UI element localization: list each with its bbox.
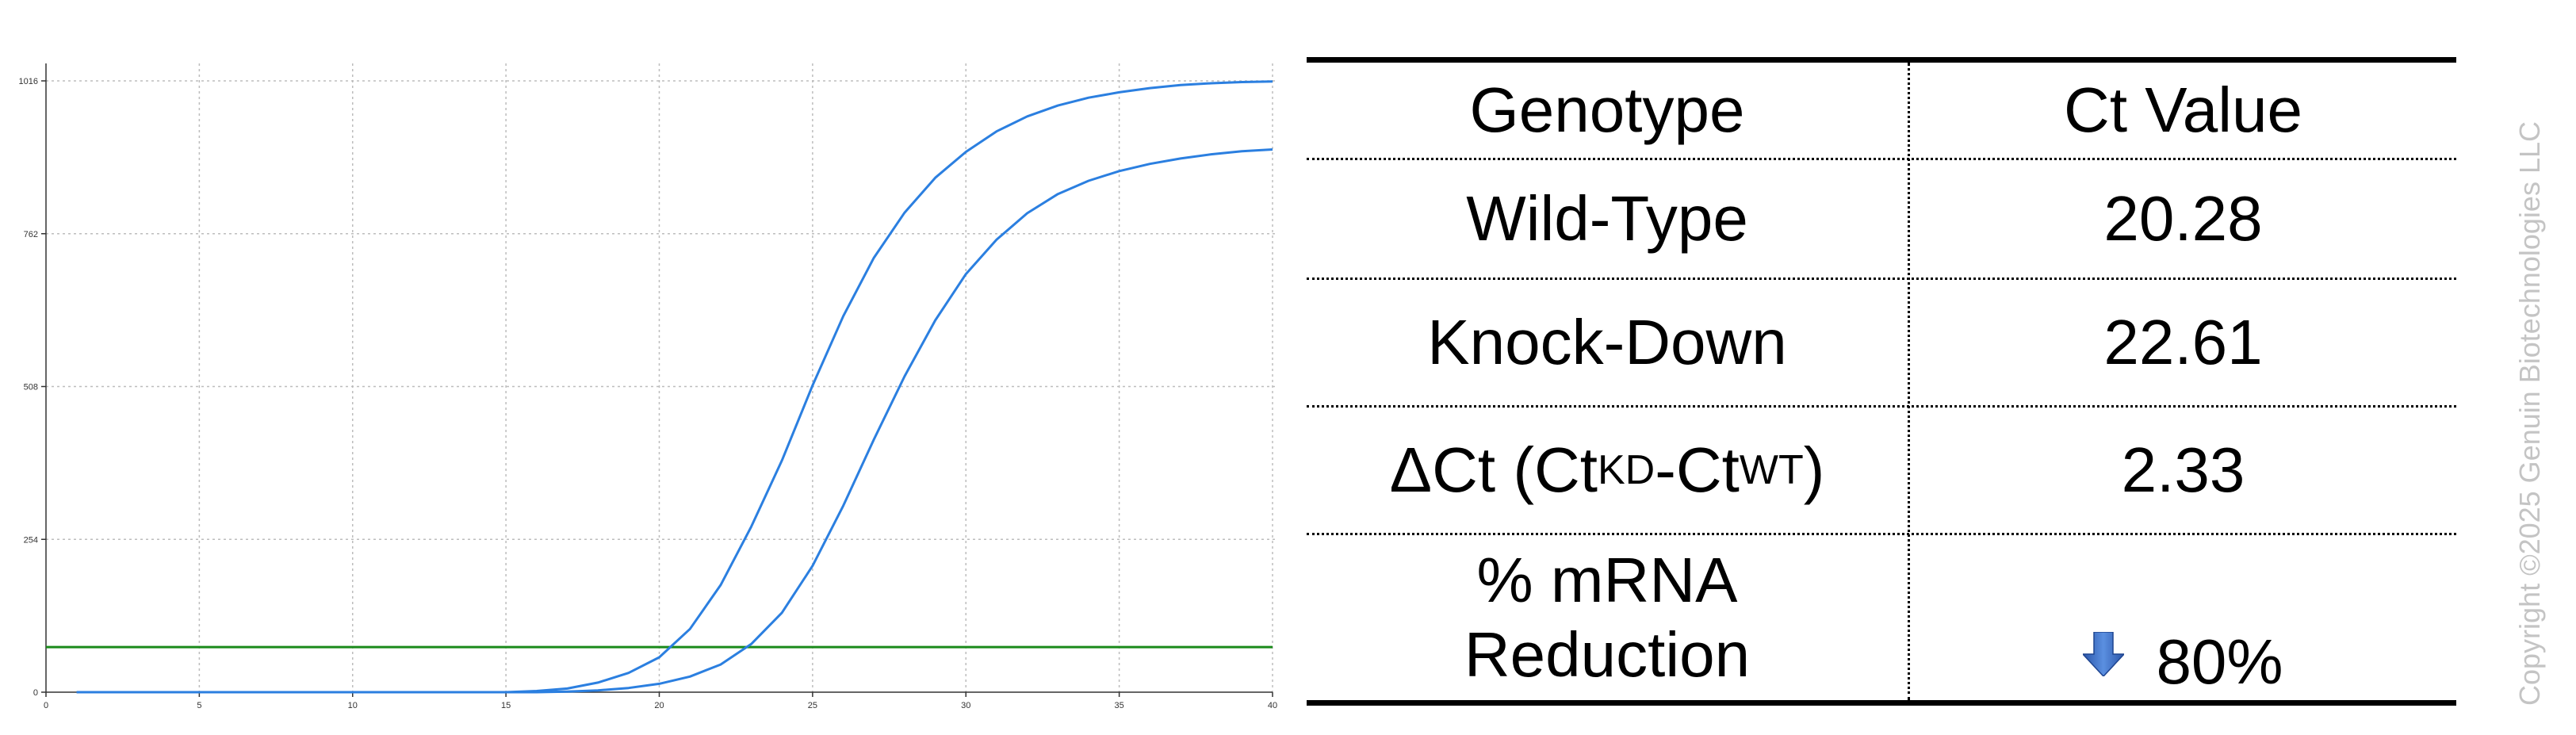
delta-ct-text: ΔCt (Ct bbox=[1389, 434, 1598, 505]
table-row-mrna-reduction: % mRNA Reduction 80% bbox=[1307, 535, 2456, 700]
row-value-knock-down: 22.61 bbox=[2103, 307, 2263, 377]
table-header-row: Genotype Ct Value bbox=[1307, 63, 2456, 160]
mrna-reduction-value: 80% bbox=[2156, 626, 2283, 697]
row-label-delta-ct: ΔCt (Ct KD -Ct WT) bbox=[1307, 408, 1908, 533]
row-value-mrna-reduction: 80% bbox=[1910, 535, 2456, 700]
mrna-reduction-line-2: Reduction bbox=[1464, 619, 1751, 690]
x-tick-label: 15 bbox=[501, 701, 511, 710]
delta-ct-sub-kd: KD bbox=[1597, 447, 1655, 493]
x-tick-label: 30 bbox=[961, 701, 970, 710]
row-label-wild-type: Wild-Type bbox=[1466, 183, 1748, 254]
x-tick-label: 0 bbox=[44, 701, 48, 710]
row-value-delta-ct: 2.33 bbox=[2121, 434, 2245, 505]
y-tick-label: 1016 bbox=[19, 77, 38, 86]
table-row-knock-down: Knock-Down 22.61 bbox=[1307, 280, 2456, 408]
row-value-wild-type: 20.28 bbox=[2103, 183, 2263, 254]
amplification-curve-2 bbox=[76, 148, 1273, 694]
delta-ct-text-end: ) bbox=[1803, 434, 1825, 505]
x-tick-label: 35 bbox=[1115, 701, 1124, 710]
x-tick-label: 25 bbox=[808, 701, 817, 710]
x-tick-label: 40 bbox=[1268, 701, 1277, 710]
table-top-rule bbox=[1307, 57, 2456, 63]
row-label-mrna-reduction: % mRNA Reduction bbox=[1307, 535, 1908, 700]
ticks-layer: 0 5 10 15 20 25 30 35 40 0 254 508 762 1016 bbox=[19, 77, 1278, 710]
copyright-text: Copyright ©2025 Genuin Biotechnologies L… bbox=[2513, 121, 2546, 706]
y-tick-label: 508 bbox=[24, 383, 38, 392]
table-row-wild-type: Wild-Type 20.28 bbox=[1307, 160, 2456, 280]
mrna-reduction-line-1: % mRNA bbox=[1476, 544, 1738, 615]
amplification-chart: 0 5 10 15 20 25 30 35 40 0 254 508 762 1016 bbox=[19, 63, 1278, 710]
y-tick-label: 0 bbox=[33, 688, 38, 698]
grid-layer bbox=[46, 63, 1278, 692]
x-tick-label: 5 bbox=[197, 701, 201, 710]
x-tick-label: 20 bbox=[654, 701, 664, 710]
ct-results-table: Genotype Ct Value Wild-Type 20.28 Knock-… bbox=[1307, 57, 2456, 706]
down-arrow-icon bbox=[2083, 632, 2125, 676]
row-label-knock-down: Knock-Down bbox=[1427, 307, 1787, 377]
header-genotype: Genotype bbox=[1469, 75, 1745, 145]
table-column-divider bbox=[1908, 63, 1910, 700]
delta-ct-text-mid: -Ct bbox=[1655, 434, 1740, 505]
y-tick-label: 762 bbox=[24, 230, 38, 239]
delta-ct-sub-wt: WT bbox=[1739, 447, 1804, 493]
series-layer bbox=[76, 80, 1273, 694]
table-row-delta-ct: ΔCt (Ct KD -Ct WT) 2.33 bbox=[1307, 408, 2456, 535]
y-tick-label: 254 bbox=[24, 535, 38, 545]
x-tick-label: 10 bbox=[348, 701, 358, 710]
header-ct-value: Ct Value bbox=[2064, 75, 2302, 145]
table-bottom-rule bbox=[1307, 700, 2456, 706]
